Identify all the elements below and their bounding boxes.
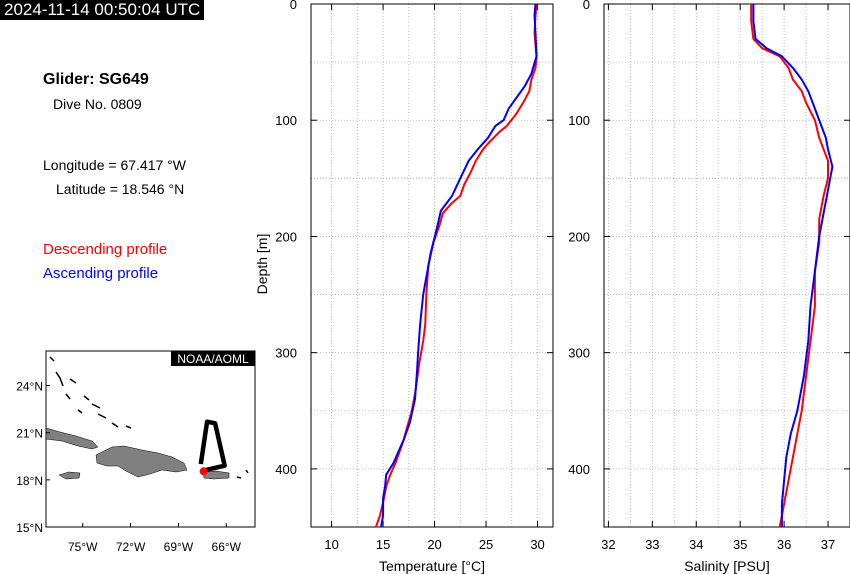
latitude-label: Latitude = 18.546 °N [56,181,185,197]
depth-axis-label: Depth [m] [254,234,270,295]
temperature-ytick-label: 200 [275,229,297,244]
map-land [46,356,249,480]
map-lon-label: 69°W [164,540,194,554]
salinity-ytick-label: 200 [568,229,590,244]
temperature-xtick-label: 25 [479,537,493,552]
map-lon-axis: 75°W 72°W 69°W 66°W [68,523,242,554]
temperature-xtick-label: 30 [530,537,544,552]
salinity-xtick-label: 37 [821,537,835,552]
longitude-label: Longitude = 67.417 °W [43,157,186,173]
legend-descending: Descending profile [43,241,168,258]
salinity-ytick-label: 300 [568,346,590,361]
jamaica-land [58,471,81,480]
bahamas-islands [49,356,249,479]
salinity-ytick-label: 400 [568,462,590,477]
temperature-xaxis-label: Temperature [°C] [379,558,485,574]
legend-ascending: Ascending profile [43,265,159,282]
map-credit-box [171,351,255,366]
salinity-xtick-label: 35 [733,537,747,552]
glider-position-marker [199,467,208,476]
salinity-ytick-label: 100 [568,113,590,128]
salinity-xtick-label: 32 [601,537,615,552]
temperature-ytick-label: 100 [275,113,297,128]
salinity-series-ascending [752,4,834,527]
salinity-panel: 32 33 34 35 36 37 0 100 200 300 400 Salinity [PSU] [568,0,850,574]
temperature-xtick-label: 20 [427,537,441,552]
salinity-ytick-label: 0 [583,0,590,12]
salinity-plot-frame [603,3,850,528]
hispaniola-land [95,445,188,478]
temperature-ytick-label: 0 [290,0,297,12]
temperature-plot-frame [310,3,554,528]
cuba-land [46,427,99,450]
salinity-series-descending [750,4,829,528]
map-lon-label: 72°W [116,540,146,554]
salinity-xaxis-label: Salinity [PSU] [684,558,770,574]
salinity-xtick-label: 33 [645,537,659,552]
map-lat-label: 18°N [16,474,43,488]
salinity-xtick-label: 34 [689,537,703,552]
map-credit: NOAA/AOML [177,352,249,366]
timestamp-label: 2024-11-14 00:50:04 UTC [0,0,205,20]
temperature-xtick-label: 10 [324,537,338,552]
salinity-xtick-label: 36 [777,537,791,552]
glider-track [198,419,227,473]
map-lat-label: 24°N [16,380,43,394]
temperature-series-ascending [380,3,538,528]
map-lat-label: 15°N [16,521,43,535]
dive-number: Dive No. 0809 [53,96,142,112]
temperature-ytick-label: 400 [275,462,297,477]
map-inset: NOAA/AOML 24°N 21°N 18°N 15°N 75°W 72°W 69°W 6… [16,350,256,554]
map-lat-axis: 24°N 21°N 18°N 15°N [16,380,50,535]
temperature-ytick-label: 300 [275,346,297,361]
puerto-rico-land [202,470,230,480]
map-lat-label: 21°N [16,427,43,441]
map-lon-label: 75°W [68,540,98,554]
temperature-xtick-label: 15 [376,537,390,552]
map-lon-label: 66°W [212,540,242,554]
temperature-series-descending [374,3,538,528]
glider-title: Glider: SG649 [43,71,149,88]
